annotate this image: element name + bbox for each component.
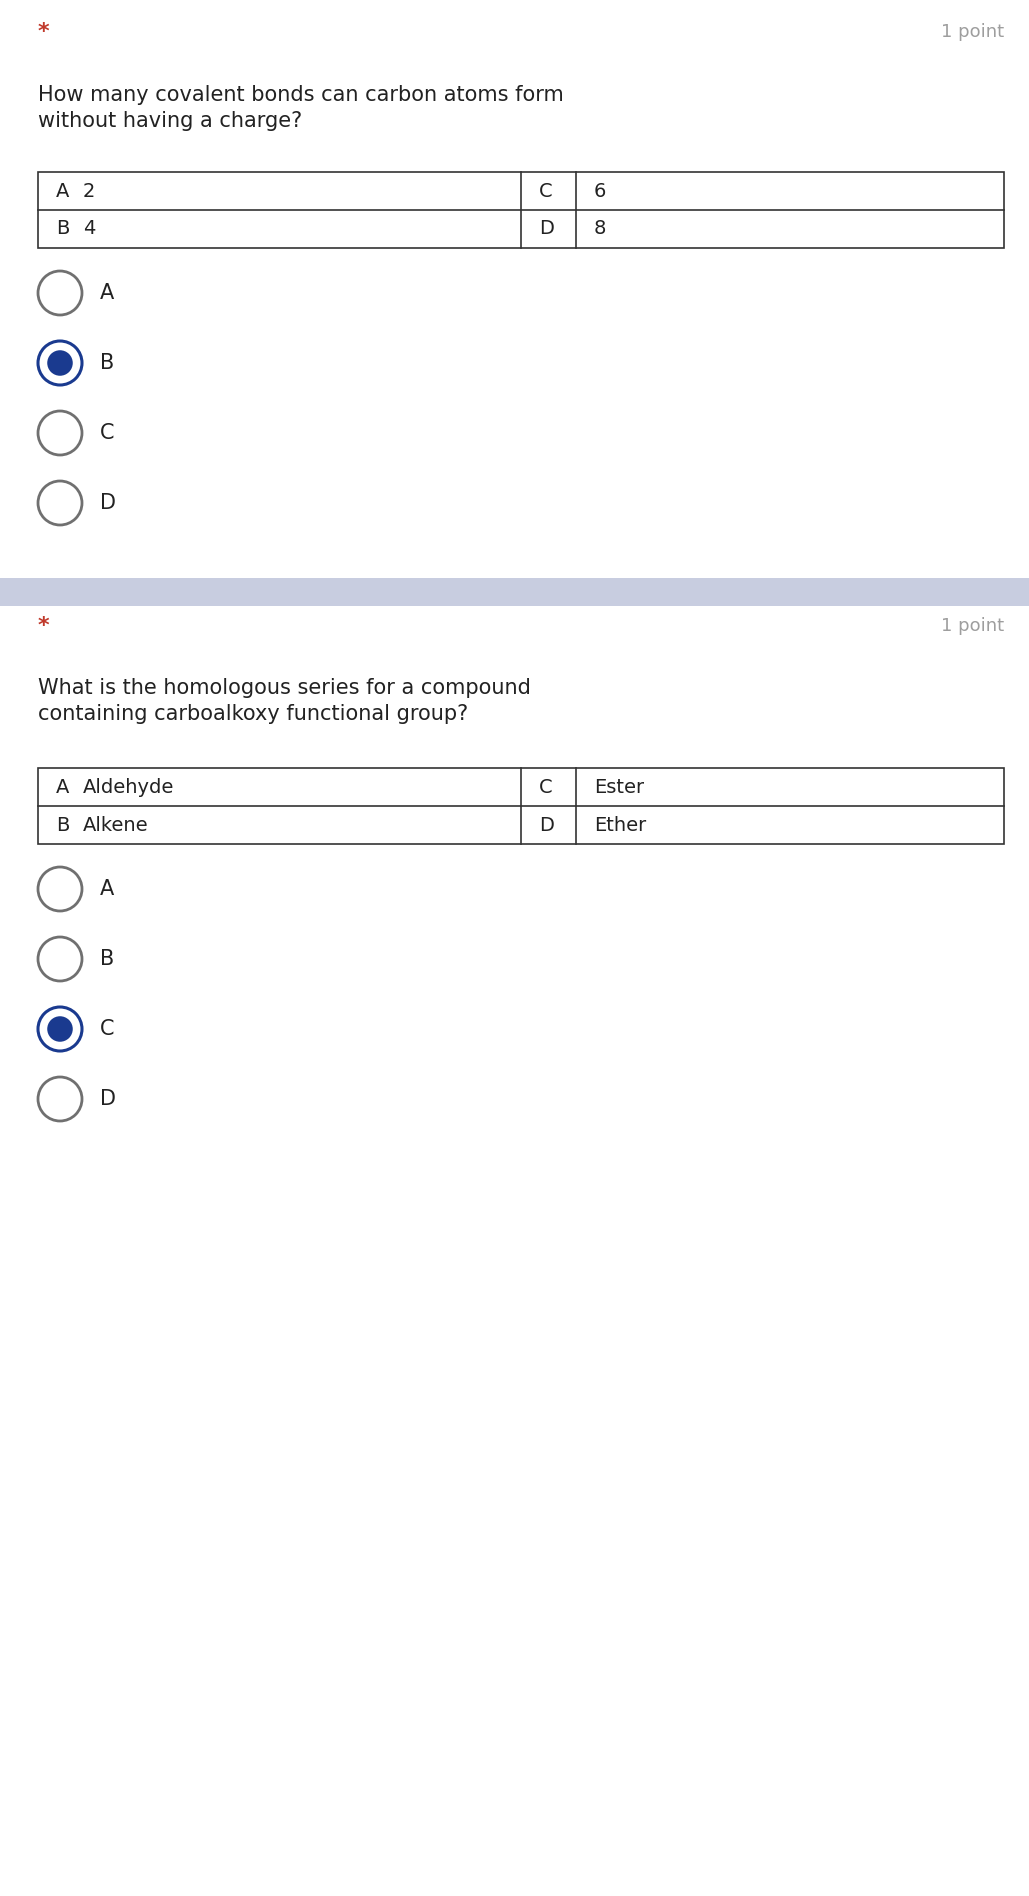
Circle shape [38,482,82,525]
Text: A: A [100,880,114,899]
Circle shape [38,937,82,980]
Text: B: B [56,220,69,239]
Text: D: D [100,493,116,514]
Text: B: B [56,815,69,834]
Text: C: C [539,777,553,796]
Text: A: A [56,182,69,201]
Text: 4: 4 [83,220,96,239]
Circle shape [38,411,82,455]
Text: Alkene: Alkene [83,815,148,834]
Text: A: A [56,777,69,796]
Text: Ether: Ether [594,815,646,834]
Text: C: C [100,1018,114,1039]
Text: Aldehyde: Aldehyde [83,777,174,796]
Text: Ester: Ester [594,777,644,796]
Text: 1 point: 1 point [941,616,1004,635]
Circle shape [38,1007,82,1050]
Text: *: * [38,23,49,42]
Text: 1 point: 1 point [941,23,1004,42]
Circle shape [38,341,82,385]
Text: 6: 6 [594,182,606,201]
Circle shape [47,351,73,375]
Text: How many covalent bonds can carbon atoms form
without having a charge?: How many covalent bonds can carbon atoms… [38,85,564,131]
Text: 2: 2 [83,182,96,201]
Text: *: * [38,616,49,635]
Circle shape [38,271,82,315]
Circle shape [38,866,82,910]
Text: D: D [539,220,554,239]
Text: B: B [100,950,114,969]
Text: C: C [100,423,114,444]
Text: C: C [539,182,553,201]
Text: B: B [100,353,114,374]
Text: A: A [100,283,114,303]
Circle shape [47,1016,73,1041]
Text: What is the homologous series for a compound
containing carboalkoxy functional g: What is the homologous series for a comp… [38,679,531,724]
Text: 8: 8 [594,220,606,239]
Text: D: D [100,1088,116,1109]
Circle shape [38,1077,82,1121]
FancyBboxPatch shape [0,578,1029,607]
Text: D: D [539,815,554,834]
